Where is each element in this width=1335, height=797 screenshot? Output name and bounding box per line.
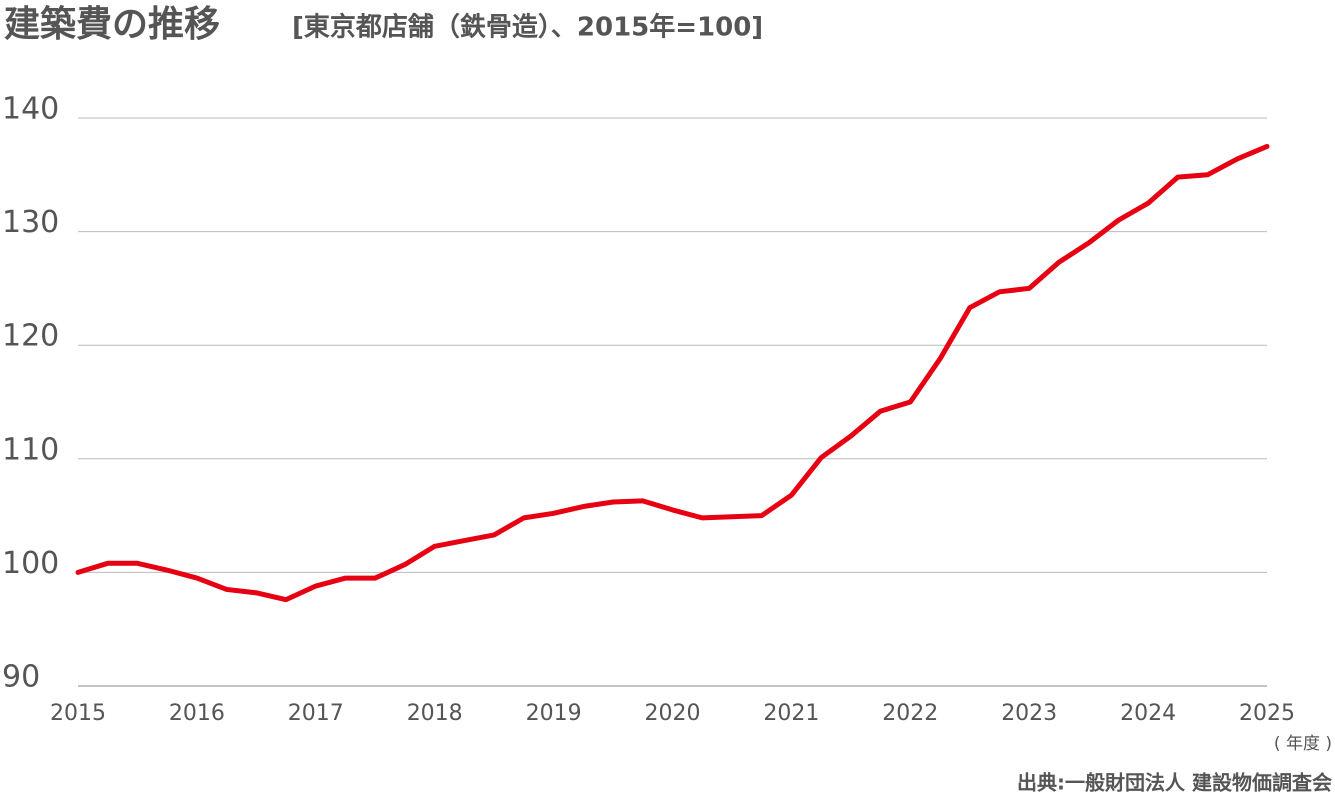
x-tick-label: 2017 — [288, 701, 344, 726]
x-tick-label: 2020 — [645, 701, 701, 726]
x-tick-label: 2022 — [882, 701, 938, 726]
x-unit: ( 年度 ) — [1274, 734, 1332, 754]
x-tick-label: 2019 — [526, 701, 582, 726]
x-tick-label: 2021 — [763, 701, 819, 726]
x-tick-label: 2025 — [1239, 701, 1295, 726]
y-tick-label: 110 — [2, 432, 59, 467]
data-line — [75, 143, 1270, 603]
y-tick-label: 120 — [2, 319, 59, 354]
x-tick-label: 2023 — [1001, 701, 1057, 726]
x-tick-label: 2018 — [407, 701, 463, 726]
x-tick-label: 2016 — [169, 701, 225, 726]
y-tick-label: 140 — [2, 92, 59, 127]
y-tick-label: 90 — [2, 660, 40, 695]
chart-subtitle: [東京都店舗（鉄骨造）、2015年=100] — [292, 12, 763, 43]
x-tick-label: 2024 — [1120, 701, 1176, 726]
x-tick-label: 2015 — [50, 701, 106, 726]
source: 出典:一般財団法人 建設物価調査会 — [1017, 771, 1332, 795]
chart-title: 建築費の推移 — [4, 4, 220, 45]
y-tick-label: 130 — [2, 205, 59, 240]
y-tick-label: 100 — [2, 546, 59, 581]
